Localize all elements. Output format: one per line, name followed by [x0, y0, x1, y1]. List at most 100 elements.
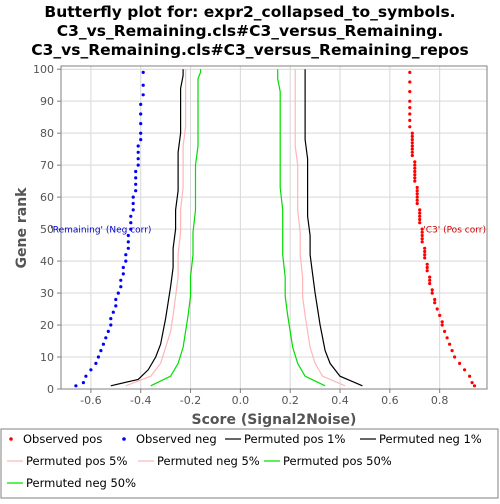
- chart-title-line-3: C3_vs_Remaining.cls#C3_versus_Remaining_…: [31, 41, 469, 59]
- chart-title-line-1: Butterfly plot for: expr2_collapsed_to_s…: [44, 3, 455, 21]
- data-point: [415, 185, 419, 190]
- data-point: [139, 122, 143, 126]
- legend-label: Permuted neg 1%: [379, 432, 482, 446]
- data-point: [420, 237, 424, 241]
- legend-item: Permuted pos 50%: [264, 454, 392, 468]
- x-tick-label: -0.6: [80, 394, 101, 407]
- legend-marker: [122, 437, 126, 441]
- data-point: [445, 336, 449, 340]
- data-point: [410, 147, 414, 151]
- data-point: [418, 208, 422, 212]
- legend-item: Permuted neg 5%: [138, 454, 260, 468]
- data-point: [420, 227, 424, 231]
- x-axis-title: Score (Signal2Noise): [192, 412, 357, 428]
- legend: Observed pos Observed neg Permuted pos 1% P…: [7, 432, 482, 490]
- data-point: [134, 182, 138, 186]
- data-point: [139, 138, 143, 142]
- plot-area: [61, 66, 487, 389]
- series-permuted-neg-50: [150, 69, 202, 387]
- data-point: [81, 381, 85, 385]
- data-point: [418, 211, 422, 215]
- x-tick-label: 0.2: [281, 394, 299, 407]
- data-point: [121, 265, 125, 270]
- legend-label: Permuted neg 5%: [157, 454, 260, 468]
- data-point: [413, 173, 417, 177]
- y-tick-label: 20: [40, 319, 54, 332]
- data-point: [415, 189, 419, 193]
- data-point: [408, 125, 412, 129]
- data-point: [440, 323, 444, 327]
- series-observed-neg: [74, 70, 145, 388]
- annotation-label: 'C3' (Pos corr): [423, 225, 486, 235]
- data-point: [410, 131, 414, 135]
- x-tick-label: 0.4: [331, 394, 349, 407]
- data-point: [119, 278, 123, 282]
- data-point: [410, 153, 414, 158]
- data-point: [428, 278, 432, 282]
- data-point: [470, 381, 474, 385]
- data-point: [114, 304, 118, 308]
- data-point: [136, 144, 140, 148]
- legend-label: Observed neg: [136, 432, 217, 446]
- data-point: [104, 336, 108, 340]
- data-point: [435, 307, 439, 311]
- data-point: [116, 291, 120, 295]
- x-tick-label: 0.0: [232, 394, 250, 407]
- y-tick-label: 0: [47, 383, 54, 396]
- plot-frame: [60, 65, 488, 390]
- x-tick-label: 0.8: [431, 394, 449, 407]
- data-point: [425, 269, 429, 273]
- data-point: [448, 342, 452, 346]
- data-point: [438, 313, 442, 317]
- data-point: [129, 221, 133, 225]
- data-point: [428, 275, 432, 279]
- data-point: [136, 163, 140, 167]
- series-line-permuted-neg-50: [150, 69, 202, 387]
- data-point: [134, 176, 138, 180]
- legend-label: Permuted neg 50%: [26, 476, 136, 490]
- series-line-permuted-neg-5: [125, 69, 187, 387]
- data-point: [129, 214, 133, 218]
- y-tick-label: 30: [40, 287, 54, 300]
- y-tick-label: 100: [33, 63, 54, 76]
- data-point: [109, 317, 113, 321]
- x-tick-label: -0.4: [130, 394, 151, 407]
- x-tick-label: 0.6: [381, 394, 399, 407]
- legend-item: Permuted pos 1%: [225, 432, 345, 446]
- data-point: [408, 99, 412, 103]
- legend-label: Permuted pos 50%: [283, 454, 392, 468]
- legend-label: Permuted pos 1%: [244, 432, 345, 446]
- data-point: [134, 189, 138, 193]
- data-point: [415, 201, 419, 206]
- y-tick-label: 10: [40, 351, 54, 364]
- data-point: [131, 201, 135, 206]
- data-point: [119, 285, 123, 289]
- legend-item: Permuted neg 1%: [360, 432, 482, 446]
- data-point: [423, 249, 427, 254]
- data-point: [420, 230, 424, 234]
- data-point: [408, 118, 412, 122]
- data-point: [443, 329, 447, 333]
- data-point: [99, 349, 103, 353]
- legend-item: Observed pos: [9, 432, 102, 446]
- data-point: [131, 208, 135, 212]
- data-point: [408, 80, 412, 84]
- data-point: [136, 150, 140, 154]
- data-point: [453, 355, 457, 359]
- legend-item: Observed neg: [122, 432, 217, 446]
- legend-label: Observed pos: [23, 432, 102, 446]
- y-tick-label: 60: [40, 191, 54, 204]
- data-point: [408, 90, 412, 94]
- data-point: [94, 361, 98, 365]
- data-point: [410, 141, 414, 145]
- chart-title: Butterfly plot for: expr2_collapsed_to_s…: [31, 3, 469, 59]
- data-point: [126, 240, 130, 244]
- data-point: [423, 256, 427, 260]
- data-point: [415, 198, 419, 202]
- data-point: [415, 195, 419, 199]
- series-observed-pos: [408, 70, 477, 388]
- data-point: [126, 233, 130, 238]
- y-tick-label: 40: [40, 255, 54, 268]
- y-axis-title: Gene rank: [14, 187, 30, 269]
- annotations: 'Remaining' (Neg corr) 'C3' (Pos corr): [50, 225, 486, 235]
